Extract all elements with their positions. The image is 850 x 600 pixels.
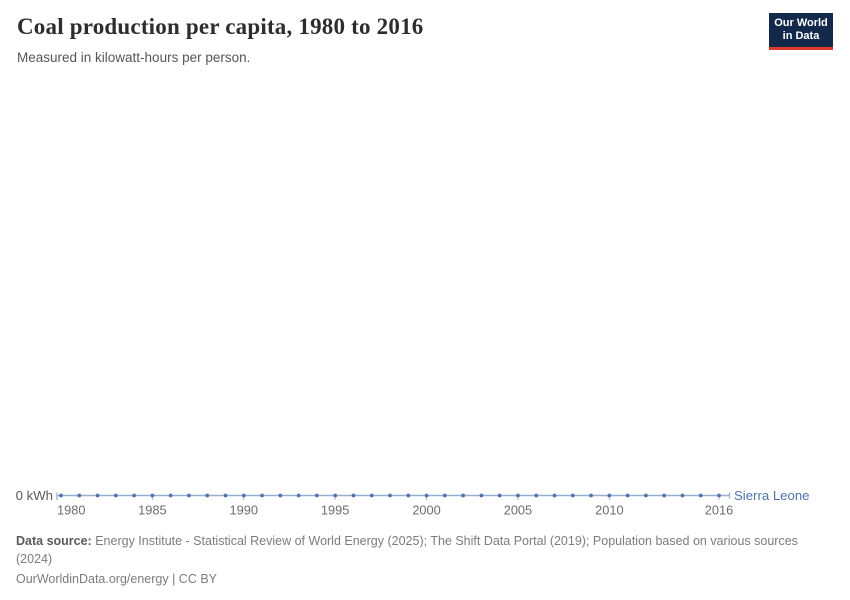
data-point[interactable]	[497, 493, 502, 498]
data-point[interactable]	[662, 493, 667, 498]
data-point[interactable]	[333, 493, 338, 498]
data-point[interactable]	[570, 493, 575, 498]
chart-title: Coal production per capita, 1980 to 2016	[17, 14, 424, 39]
data-point[interactable]	[168, 493, 173, 498]
x-tick-label: 1980	[57, 503, 85, 518]
data-point[interactable]	[680, 493, 685, 498]
data-point[interactable]	[351, 493, 356, 498]
data-point[interactable]	[388, 493, 392, 498]
data-point[interactable]	[59, 493, 63, 498]
x-tick-label: 1995	[321, 503, 349, 518]
data-point[interactable]	[424, 493, 429, 498]
data-point[interactable]	[442, 493, 447, 498]
x-tick-label: 1985	[138, 503, 166, 518]
data-point[interactable]	[552, 493, 557, 498]
data-point[interactable]	[223, 493, 228, 498]
data-point[interactable]	[369, 493, 374, 498]
x-tick-label: 1990	[230, 503, 258, 518]
data-point[interactable]	[95, 493, 100, 498]
line-chart[interactable]: 1980 1985 1990 1995 2000 2005 2010 2016 0 kWh Sie…	[0, 80, 850, 530]
data-point[interactable]	[406, 493, 411, 498]
chart-footer: Data source: Energy Institute - Statisti…	[16, 532, 830, 588]
data-point[interactable]	[717, 493, 721, 498]
data-point[interactable]	[205, 493, 210, 498]
chart-subtitle: Measured in kilowatt-hours per person.	[17, 50, 251, 65]
data-point[interactable]	[625, 493, 630, 498]
owid-logo[interactable]: Our World in Data	[769, 13, 833, 50]
data-point[interactable]	[132, 493, 137, 498]
data-point[interactable]	[698, 493, 703, 498]
data-point[interactable]	[461, 493, 466, 498]
data-point[interactable]	[260, 493, 264, 498]
x-tick-label: 2016	[705, 503, 733, 518]
data-point[interactable]	[113, 493, 118, 498]
data-point[interactable]	[187, 493, 191, 498]
data-source-line: Data source: Energy Institute - Statisti…	[16, 532, 830, 568]
x-tick-label: 2010	[595, 503, 623, 518]
data-point[interactable]	[516, 493, 520, 498]
data-source-text: Energy Institute - Statistical Review of…	[16, 534, 798, 566]
data-point[interactable]	[296, 493, 301, 498]
data-point[interactable]	[150, 493, 155, 498]
title-block: Coal production per capita, 1980 to 2016…	[17, 12, 423, 66]
owid-logo-line2: in Data	[782, 30, 820, 42]
x-tick-label: 2000	[412, 503, 440, 518]
x-tick-label: 2005	[504, 503, 532, 518]
data-source-label: Data source:	[16, 534, 92, 548]
data-point[interactable]	[278, 493, 283, 498]
data-point[interactable]	[77, 493, 82, 498]
data-point[interactable]	[534, 493, 539, 498]
data-point[interactable]	[643, 493, 648, 498]
data-point[interactable]	[314, 493, 319, 498]
entity-label[interactable]: Sierra Leone	[734, 488, 810, 503]
owid-logo-line1: Our World	[774, 17, 828, 29]
data-point[interactable]	[241, 493, 246, 498]
data-point[interactable]	[479, 493, 484, 498]
data-point[interactable]	[589, 493, 593, 498]
data-point[interactable]	[607, 493, 612, 498]
y-axis-zero-label: 0 kWh	[16, 488, 53, 503]
license-link[interactable]: OurWorldinData.org/energy | CC BY	[16, 572, 218, 586]
